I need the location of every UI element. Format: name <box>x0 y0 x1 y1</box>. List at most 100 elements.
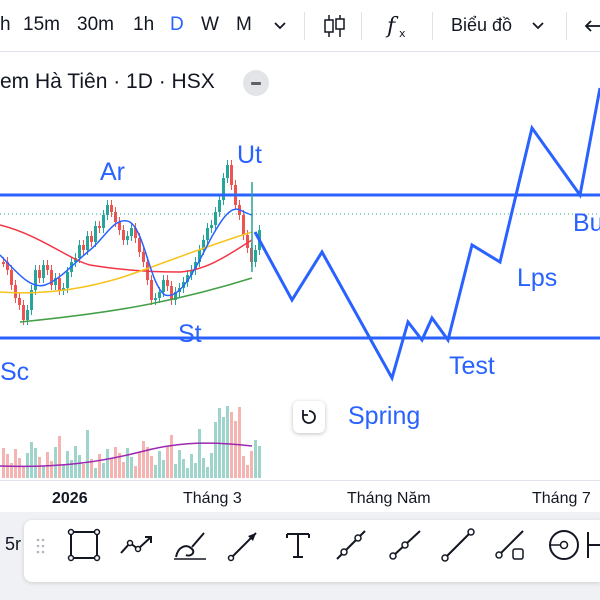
candle-body <box>58 278 61 290</box>
chevron-down-icon[interactable] <box>266 12 294 40</box>
candle-body <box>218 200 221 212</box>
volume-bar <box>86 430 89 478</box>
volume-bar <box>70 460 73 478</box>
annotation-st[interactable]: St <box>178 320 202 348</box>
candle-body <box>158 292 161 298</box>
timeframe-w[interactable]: W <box>201 14 219 35</box>
circle-tool-icon[interactable] <box>546 527 582 563</box>
volume-bar <box>234 421 237 478</box>
volume-bar <box>226 406 229 478</box>
annotation-ar[interactable]: Ar <box>100 158 125 186</box>
time-axis[interactable]: 2026 Tháng 3 Tháng Năm Tháng 7 <box>0 480 600 512</box>
undo-icon[interactable] <box>580 12 600 40</box>
timeframe-partial[interactable]: 5r <box>5 534 22 554</box>
candle-body <box>134 228 137 238</box>
trend-line-icon[interactable] <box>333 527 369 563</box>
volume-bar <box>26 453 29 478</box>
volume-bar <box>82 464 85 478</box>
volume-bar <box>134 466 137 478</box>
volume-bar <box>246 465 249 478</box>
timeframe-h[interactable]: h <box>0 14 11 35</box>
rectangle-tool-icon[interactable] <box>66 527 102 563</box>
annotation-bu[interactable]: Bu <box>573 209 600 237</box>
candle-body <box>154 298 157 300</box>
volume-bar <box>178 450 181 478</box>
svg-text:x: x <box>399 27 406 40</box>
collapse-legend-button[interactable] <box>243 70 269 96</box>
volume-bar <box>222 417 225 478</box>
volume-bar <box>106 449 109 478</box>
candle-body <box>106 205 109 215</box>
volume-bar <box>18 458 21 478</box>
volume-bar <box>22 467 25 478</box>
ma-mid-line <box>0 224 253 273</box>
text-tool-icon[interactable] <box>280 527 316 563</box>
ray-tool-icon[interactable] <box>386 527 422 563</box>
candle-body <box>6 262 9 270</box>
volume-bar <box>10 463 13 478</box>
volume-bar <box>154 465 157 478</box>
annotation-ut[interactable]: Ut <box>237 141 262 169</box>
volume-bar <box>54 447 57 478</box>
toolbar-divider <box>566 12 567 40</box>
annotation-lps[interactable]: Lps <box>517 264 558 292</box>
indicators-fx-icon[interactable]: f x <box>384 12 412 40</box>
path-tool-icon[interactable] <box>118 527 154 563</box>
volume-bar <box>114 447 117 478</box>
reset-chart-button[interactable] <box>293 401 325 433</box>
volume-bar <box>146 447 149 478</box>
drag-handle-icon[interactable] <box>36 537 46 555</box>
timeframe-1h[interactable]: 1h <box>133 14 155 35</box>
more-tools-icon[interactable] <box>586 527 600 563</box>
candle-body <box>110 205 113 212</box>
candle-body <box>194 262 197 270</box>
candle-body <box>34 270 37 290</box>
brush-tool-icon[interactable] <box>172 527 208 563</box>
volume-bar <box>126 448 129 478</box>
vertical-gap-icon[interactable] <box>493 527 529 563</box>
timeframe-m[interactable]: M <box>236 14 252 35</box>
volume-bar <box>242 456 245 478</box>
volume-bar <box>238 407 241 478</box>
toolbar-divider <box>432 12 433 40</box>
timeframe-d[interactable]: D <box>170 14 184 35</box>
volume-bar <box>174 464 177 478</box>
wyckoff-drawings[interactable] <box>0 87 600 382</box>
candle-body <box>14 285 17 298</box>
arrow-tool-icon[interactable] <box>226 527 262 563</box>
volume-bar <box>182 459 185 478</box>
candle-body <box>202 240 205 250</box>
candle-body <box>214 212 217 225</box>
price-chart[interactable] <box>0 0 600 480</box>
toolbar-divider <box>304 12 305 40</box>
toolbar-divider <box>361 12 362 40</box>
annotation-sc[interactable]: Sc <box>0 358 30 386</box>
ma-fast-line <box>0 208 253 297</box>
candle-body <box>130 228 133 236</box>
candle-body <box>10 270 13 285</box>
timeframe-15m[interactable]: 15m <box>23 14 60 35</box>
candle-body <box>150 280 153 300</box>
x-tick-label: Tháng Năm <box>347 490 431 507</box>
volume-bar <box>34 448 37 478</box>
candle-body <box>210 225 213 228</box>
volume-bar <box>46 452 49 478</box>
volume-bar <box>142 441 145 478</box>
annotation-test[interactable]: Test <box>449 352 495 380</box>
volume-ma-line <box>0 442 253 468</box>
timeframe-30m[interactable]: 30m <box>77 14 114 35</box>
volume-bar <box>162 460 165 478</box>
candle-body <box>30 290 33 310</box>
volume-bar <box>210 453 213 478</box>
volume-bar <box>138 452 141 478</box>
volume-bar <box>122 462 125 478</box>
volume-bar <box>186 468 189 478</box>
segment-tool-icon[interactable] <box>440 527 476 563</box>
candlestick-icon[interactable] <box>320 12 348 40</box>
candle-body <box>242 215 245 235</box>
reset-icon <box>302 410 316 424</box>
chart-type-button[interactable]: Biểu đồ <box>451 15 513 35</box>
volume-bar <box>206 467 209 478</box>
chevron-down-icon[interactable] <box>524 12 552 40</box>
annotation-spring[interactable]: Spring <box>348 402 421 430</box>
